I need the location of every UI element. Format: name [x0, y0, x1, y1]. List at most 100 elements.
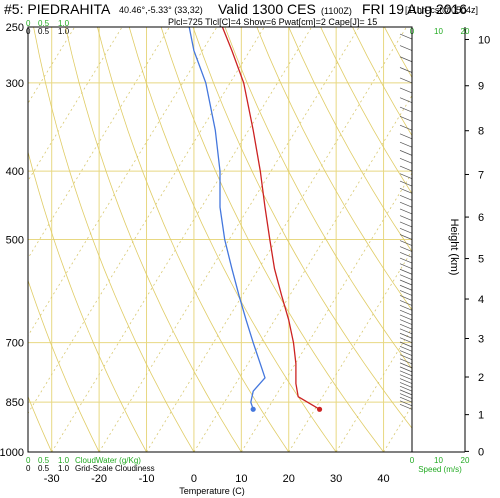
pressure-tick-300: 300 — [6, 78, 24, 90]
wind-barb — [399, 252, 413, 258]
wind-barb — [399, 279, 413, 286]
skewed-isotherm — [146, 27, 407, 452]
skewed-isotherm — [28, 27, 76, 105]
wind-barb — [399, 173, 413, 179]
wind-barb — [399, 150, 413, 156]
wind-barb — [399, 227, 413, 234]
wind-barb — [399, 268, 413, 275]
skewed-isotherm — [51, 27, 313, 452]
wind-barb — [399, 158, 413, 164]
dewpoint-line — [188, 27, 266, 410]
wind-barb — [399, 358, 413, 365]
station-coords: 40.46°,-5.33° (33,32) — [119, 5, 203, 15]
wind-barb — [399, 393, 413, 399]
dry-adiabats — [28, 27, 412, 452]
cloudiness-scale-0-bottom: 0 — [26, 464, 31, 473]
temp-tick-30: 30 — [330, 473, 342, 485]
temperature-line — [221, 27, 320, 410]
wind-barb — [399, 234, 413, 240]
wind-barb — [399, 246, 413, 252]
valid-time: Valid 1300 CES — [218, 1, 316, 17]
wind-barb — [399, 319, 413, 325]
height-tick-8: 8 — [478, 126, 484, 138]
speed-tick-top-10: 10 — [434, 27, 443, 36]
cloudwater-scale-1: 1.0 — [58, 19, 70, 28]
wind-barb — [399, 284, 413, 291]
pressure-tick-250: 250 — [6, 22, 24, 34]
temp-tick-0: 0 — [191, 473, 197, 485]
temp-tick--30: -30 — [44, 473, 60, 485]
wind-barb — [399, 341, 413, 348]
wind-barb — [399, 345, 413, 352]
height-tick-7: 7 — [478, 169, 484, 181]
sounding-traces — [188, 27, 323, 412]
wind-barb — [399, 374, 413, 381]
wind-barb — [399, 389, 413, 396]
pressure-tick-1000: 1000 — [0, 447, 24, 459]
cloudwater-scale-0-bottom: 0 — [26, 456, 31, 465]
x-axis-title: Temperature (C) — [179, 486, 245, 496]
wind-barb — [399, 221, 413, 228]
wind-barb — [399, 385, 413, 392]
wind-barb — [399, 300, 413, 306]
cloudwater-scale-05-bottom: 0.5 — [38, 456, 50, 465]
wind-barb — [399, 263, 413, 270]
dewpoint-surface-point — [250, 406, 256, 412]
height-tick-4: 4 — [478, 294, 484, 306]
dry-adiabat — [65, 27, 242, 452]
wind-barb — [399, 290, 413, 296]
wind-barb — [399, 106, 413, 113]
speed-tick-bottom-10: 10 — [434, 456, 443, 465]
forecast-info: [11hrFcst@0504z] — [405, 5, 478, 15]
cloudwater-scale-bottom: 0 0.5 1.0 CloudWater (g/Kg) 0 0.5 1.0 Gr… — [26, 456, 155, 473]
temperature-surface-point — [316, 406, 323, 412]
cloudwater-scale-0: 0 — [26, 19, 31, 28]
cloudiness-scale-05: 0.5 — [38, 27, 50, 36]
height-axis-title: Height (km) — [448, 219, 460, 276]
wind-barb — [399, 33, 413, 40]
wind-barb — [399, 309, 413, 316]
pressure-tick-400: 400 — [6, 166, 24, 178]
dry-adiabat — [320, 27, 412, 195]
dry-adiabat — [160, 27, 384, 452]
height-tick-6: 6 — [478, 212, 484, 224]
temp-tick-40: 40 — [377, 473, 389, 485]
height-tick-2: 2 — [478, 372, 484, 384]
wind-barb — [399, 362, 413, 369]
cloudiness-scale-1-bottom: 1.0 — [58, 464, 70, 473]
pressure-tick-850: 850 — [6, 397, 24, 409]
height-tick-9: 9 — [478, 81, 484, 93]
cloudiness-scale-05-bottom: 0.5 — [38, 464, 50, 473]
wind-barb — [399, 350, 413, 356]
height-tick-5: 5 — [478, 254, 484, 266]
wind-barb — [399, 165, 413, 172]
height-tick-1: 1 — [478, 410, 484, 422]
temp-tick--20: -20 — [91, 473, 107, 485]
temp-tick--10: -10 — [139, 473, 155, 485]
wind-barb — [399, 305, 413, 311]
skewed-isotherm — [28, 27, 265, 415]
wind-barb — [399, 115, 413, 122]
wind-barb — [399, 403, 413, 410]
wind-barb — [399, 354, 413, 361]
temp-tick-20: 20 — [283, 473, 295, 485]
wind-barb — [399, 323, 413, 330]
wind-barb — [399, 56, 413, 63]
skewed-isotherm — [193, 94, 412, 452]
wind-barb — [399, 124, 413, 131]
height-tick-10: 10 — [478, 34, 490, 46]
height-tick-0: 0 — [478, 446, 484, 458]
dry-adiabat — [128, 27, 337, 452]
wind-barb — [399, 240, 413, 246]
wind-barb — [399, 97, 413, 104]
wind-barb — [399, 328, 413, 335]
dry-adiabat — [28, 395, 53, 452]
wind-barb — [399, 45, 413, 51]
wind-barb — [399, 141, 413, 148]
pressure-tick-500: 500 — [6, 235, 24, 247]
wind-barb — [399, 396, 413, 403]
wind-barb — [399, 400, 413, 407]
skewed-isotherm — [28, 27, 218, 337]
